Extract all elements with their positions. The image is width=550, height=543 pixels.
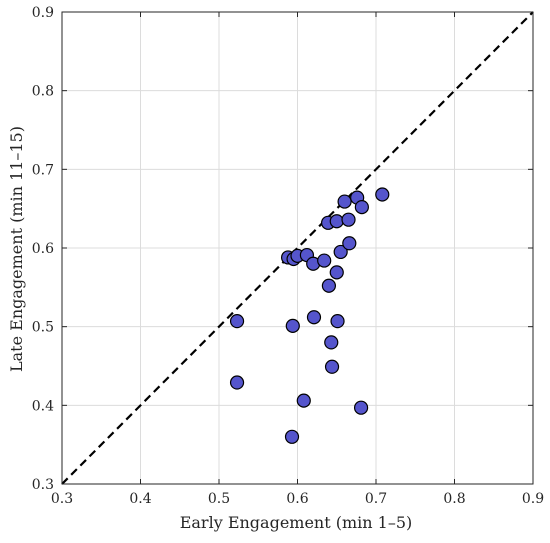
scatter-point [321, 278, 336, 293]
scatter-point [317, 253, 332, 268]
scatter-point [329, 265, 344, 280]
scatter-point [296, 393, 311, 408]
y-tick-label: 0.3 [32, 477, 54, 493]
axes [61, 11, 534, 485]
scatter-point [342, 236, 357, 251]
scatter-point [284, 429, 300, 444]
y-tick-label: 0.9 [32, 5, 54, 21]
scatter-point [337, 194, 352, 209]
scatter-point [329, 214, 344, 229]
tick-labels: 0.3 0.4 0.5 0.6 0.7 0.8 0.9 0.3 0.4 0.5 0.6 0.7 0.8 0… [32, 5, 544, 507]
points-layer [229, 187, 390, 444]
y-tick-label: 0.4 [32, 398, 54, 414]
x-tick-label: 0.5 [208, 491, 230, 507]
y-tick-label: 0.5 [32, 320, 54, 336]
scatter-point [324, 335, 339, 350]
identity-reference-line [61, 11, 534, 485]
y-tick-label: 0.7 [32, 162, 54, 178]
scatter-point [375, 187, 390, 202]
scatter-point [353, 400, 369, 415]
reference-line-layer [61, 11, 534, 485]
scatter-point [306, 310, 322, 325]
scatter-point [229, 314, 245, 329]
scatter-point [333, 244, 348, 260]
x-tick-label: 0.3 [51, 491, 73, 507]
x-tick-label: 0.9 [522, 491, 544, 507]
x-tick-label: 0.4 [129, 491, 151, 507]
x-tick-label: 0.8 [443, 491, 465, 507]
scatter-point [324, 359, 340, 374]
scatter-point [341, 212, 356, 227]
axes-frame [61, 11, 534, 485]
y-tick-label: 0.6 [32, 241, 54, 257]
scatter-point [285, 318, 300, 333]
y-axis-label: Late Engagement (min 11–15) [7, 126, 26, 372]
scatter-point [330, 314, 345, 329]
scatter-point [229, 375, 245, 390]
y-tick-label: 0.8 [32, 84, 54, 100]
scatter-point [354, 199, 369, 215]
x-tick-label: 0.6 [286, 491, 308, 507]
x-tick-label: 0.7 [365, 491, 387, 507]
x-axis-label: Early Engagement (min 1–5) [180, 513, 413, 532]
